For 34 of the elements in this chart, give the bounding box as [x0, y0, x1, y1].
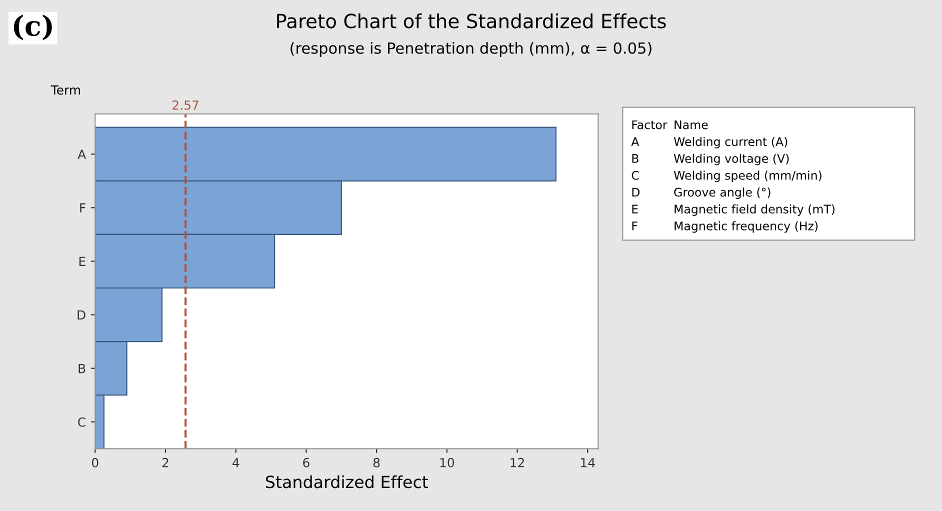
text: A	[631, 137, 640, 146]
y-tick-label: D	[78, 310, 86, 320]
x-tick-label: 0	[92, 458, 98, 468]
chart-subtitle: (response is Penetration depth (mm), α = 0.05)	[290, 42, 652, 57]
y-tick-label: F	[80, 203, 86, 212]
text: Magnetic field density (mT)	[674, 204, 835, 216]
text: E	[632, 204, 638, 214]
x-tick-label: 12	[510, 458, 524, 468]
x-tick-label: 2	[162, 458, 168, 468]
x-tick-label: 8	[373, 458, 380, 468]
text: D	[632, 188, 640, 197]
ref-line-label: 2.57	[172, 100, 198, 110]
text: Name	[674, 120, 708, 130]
text: C	[632, 170, 639, 180]
text: Welding current (A)	[674, 136, 788, 148]
x-tick-label: 10	[440, 458, 454, 468]
text: Factor	[632, 120, 668, 130]
y-tick-label: E	[79, 256, 86, 266]
x-tick-label: 4	[232, 458, 240, 468]
text: (c)	[14, 14, 52, 40]
text: Welding speed (mm/min)	[674, 170, 822, 182]
y-tick-label: A	[78, 150, 86, 159]
x-tick-label: 6	[303, 458, 310, 468]
y-tick-label: C	[78, 417, 86, 427]
y-axis-title: Term	[50, 85, 80, 95]
text: Magnetic frequency (Hz)	[674, 221, 818, 233]
text: Welding voltage (V)	[674, 154, 789, 166]
y-tick-label: B	[78, 364, 86, 374]
chart-title: Pareto Chart of the Standardized Effects	[277, 13, 666, 28]
text: F	[632, 222, 638, 230]
x-axis-title: Standardized Effect	[266, 475, 428, 488]
text: Groove angle (°)	[674, 188, 770, 199]
text: B	[632, 154, 638, 163]
x-tick-label: 14	[581, 458, 595, 468]
